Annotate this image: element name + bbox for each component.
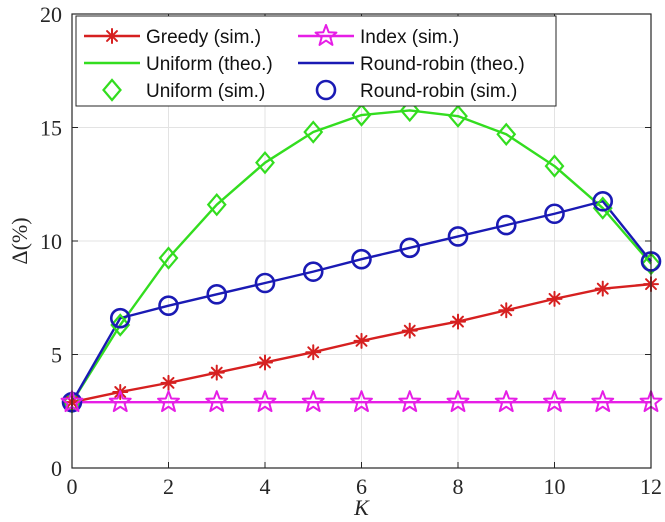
uniform-sim-point [110, 313, 131, 337]
legend-label: Uniform (theo.) [146, 54, 273, 75]
legend: Greedy (sim.) Index (sim.) Uniform (theo.)… [75, 15, 557, 107]
legend-item-index-sim: Index (sim.) [298, 24, 459, 48]
round-robin-sim-point [158, 295, 179, 316]
index-sim-point [494, 390, 518, 413]
uniform-sim-point [592, 196, 613, 220]
greedy-sim-point [546, 290, 563, 307]
x-tick-label: 2 [163, 474, 174, 499]
uniform-sim-point [158, 246, 179, 270]
round-robin-sim-point [399, 237, 421, 259]
uniform-sim-point [255, 150, 275, 175]
index-sim-point [446, 390, 470, 413]
uniform-sim-point [496, 122, 517, 147]
legend-label: Round-robin (sim.) [360, 81, 517, 102]
round-robin-sim-point [109, 307, 131, 329]
uniform-sim-point [206, 192, 227, 217]
y-tick-label: 15 [40, 116, 62, 141]
greedy-sim-point [160, 374, 177, 391]
index-sim-point [543, 390, 566, 413]
uniform-sim-point [351, 103, 372, 127]
round-robin-theo-line [70, 200, 652, 403]
y-tick-label: 10 [40, 229, 62, 254]
x-tick-label: 12 [640, 474, 662, 499]
legend-marker-sample [102, 78, 122, 102]
axes: 0 2 4 6 8 10 12 0 5 10 15 20 [40, 2, 662, 499]
greedy-sim-point [305, 344, 322, 361]
y-tick-label: 0 [51, 456, 62, 481]
uniform-sim-point [448, 104, 468, 128]
round-robin-sim-point [206, 284, 228, 305]
greedy-sim-point [594, 280, 611, 297]
legend-item-greedy-sim: Greedy (sim.) [84, 27, 261, 48]
round-robin-sim-point [495, 214, 517, 236]
index-sim-point [253, 390, 277, 413]
legend-marker-sample [315, 79, 337, 101]
x-tick-label: 6 [356, 474, 367, 499]
legend-item-uniform-sim: Uniform (sim.) [102, 78, 265, 102]
uniform-sim-point [399, 98, 420, 123]
index-sim-point [205, 390, 229, 413]
legend-marker-sample [314, 24, 338, 46]
uniform-sim-point [544, 154, 565, 178]
round-robin-sim-point [592, 190, 614, 212]
x-tick-label: 8 [453, 474, 464, 499]
legend-label: Uniform (sim.) [146, 81, 265, 102]
round-robin-sim-point [351, 248, 372, 270]
greedy-sim-point [208, 364, 225, 381]
round-robin-sim-point [254, 272, 276, 294]
greedy-sim-point [257, 354, 273, 371]
legend-item-round-robin-theo: Round-robin (theo.) [298, 54, 525, 75]
x-tick-label: 0 [67, 474, 78, 499]
x-axis-label: K [353, 495, 370, 520]
plot-area [60, 98, 663, 414]
legend-label: Index (sim.) [360, 27, 459, 48]
x-tick-label: 10 [544, 474, 566, 499]
greedy-sim-point [450, 313, 466, 330]
y-axis-label: Δ(%) [7, 217, 32, 264]
round-robin-sim-point [544, 203, 565, 225]
legend-item-round-robin-sim: Round-robin (sim.) [315, 79, 517, 102]
legend-label: Greedy (sim.) [146, 27, 261, 48]
legend-item-uniform-theo: Uniform (theo.) [84, 54, 273, 75]
y-tick-label: 20 [40, 2, 62, 27]
index-sim-point [108, 390, 132, 413]
greedy-sim-point [353, 332, 370, 349]
legend-label: Round-robin (theo.) [360, 54, 525, 75]
index-sim-point [301, 390, 325, 413]
y-tick-label: 5 [51, 343, 62, 368]
greedy-sim-point [498, 302, 515, 319]
uniform-theo-line [70, 109, 652, 403]
index-sim-point [398, 390, 422, 413]
greedy-sim-point [401, 322, 418, 339]
legend-marker-sample [104, 28, 120, 44]
index-sim-point [350, 390, 373, 413]
x-tick-label: 4 [260, 474, 271, 499]
round-robin-sim-point [302, 261, 324, 282]
uniform-sim-point [303, 120, 324, 144]
index-sim-point [591, 390, 615, 413]
index-sim-point [157, 390, 180, 413]
round-robin-sim-point [447, 226, 469, 247]
